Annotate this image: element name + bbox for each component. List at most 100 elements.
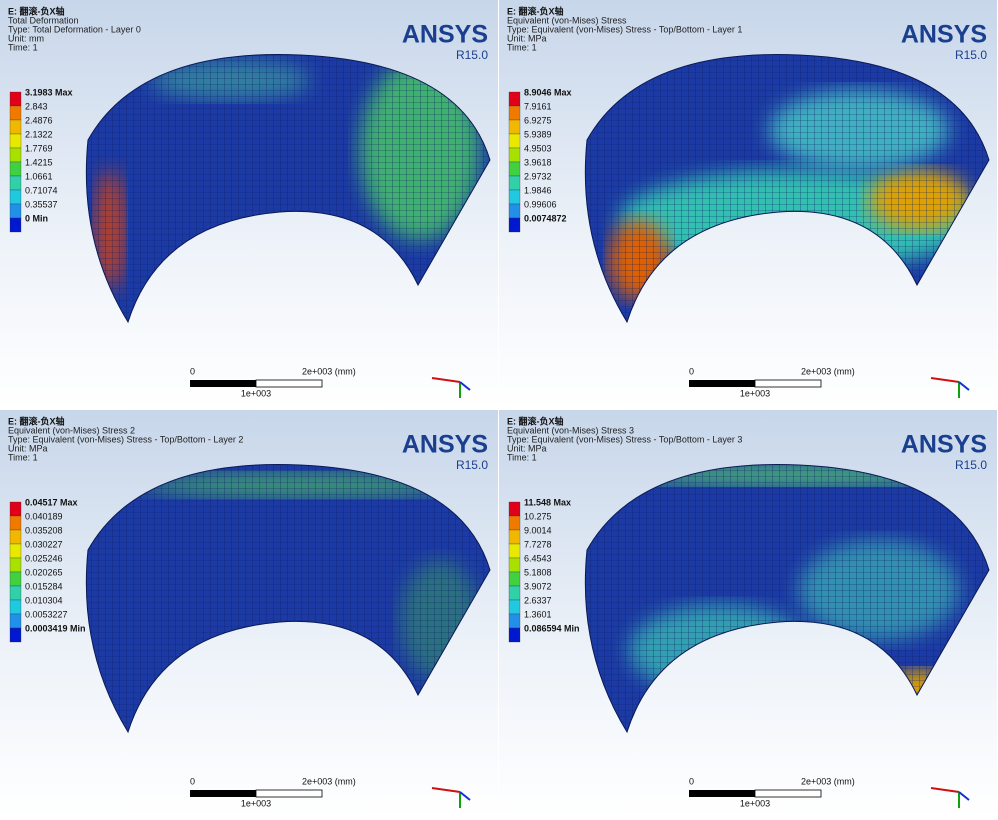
- legend-label: 3.9618: [524, 157, 552, 167]
- scale-bar-light: [755, 790, 821, 797]
- legend-swatch: [509, 204, 520, 218]
- scale-end: 2e+003 (mm): [302, 366, 356, 376]
- scale-start: 0: [689, 776, 694, 786]
- version: R15.0: [955, 48, 987, 62]
- legend-label: 0.35537: [25, 199, 58, 209]
- results-view: E: 翻滚-负X轴Total DeformationType: Total De…: [0, 0, 998, 820]
- scale-start: 0: [190, 366, 195, 376]
- scale-bar-dark: [689, 380, 755, 387]
- legend-label: 2.1322: [25, 129, 53, 139]
- legend-label: 9.0014: [524, 525, 552, 535]
- version: R15.0: [955, 458, 987, 472]
- legend-swatch: [10, 190, 21, 204]
- legend-swatch: [509, 516, 520, 530]
- legend-swatch: [509, 120, 520, 134]
- legend-label: 0.015284: [25, 581, 63, 591]
- legend-label: 2.9732: [524, 171, 552, 181]
- legend-label: 1.9846: [524, 185, 552, 195]
- legend-label: 4.9503: [524, 143, 552, 153]
- legend-label: 2.843: [25, 101, 48, 111]
- legend-swatch: [509, 148, 520, 162]
- legend-label: 7.9161: [524, 101, 552, 111]
- legend-label: 1.4215: [25, 157, 53, 167]
- legend-swatch: [509, 106, 520, 120]
- scale-end: 2e+003 (mm): [801, 776, 855, 786]
- scale-mid: 1e+003: [740, 798, 770, 808]
- legend-label: 0 Min: [25, 213, 48, 223]
- legend-label: 0.035208: [25, 525, 63, 535]
- legend-swatch: [509, 572, 520, 586]
- legend-label: 11.548 Max: [524, 497, 571, 507]
- scale-bar-dark: [689, 790, 755, 797]
- legend-swatch: [509, 558, 520, 572]
- legend-label: 0.71074: [25, 185, 58, 195]
- legend-label: 7.7278: [524, 539, 552, 549]
- legend-swatch: [509, 600, 520, 614]
- scale-start: 0: [689, 366, 694, 376]
- scale-mid: 1e+003: [740, 388, 770, 398]
- scale-bar-light: [256, 380, 322, 387]
- header-line: Time: 1: [507, 452, 537, 462]
- legend-swatch: [10, 586, 21, 600]
- ansys-logo: ANSYS: [402, 21, 488, 49]
- ansys-logo: ANSYS: [901, 21, 987, 49]
- scale-bar-light: [256, 790, 322, 797]
- legend-swatch: [10, 516, 21, 530]
- legend-swatch: [509, 190, 520, 204]
- legend-swatch: [509, 176, 520, 190]
- legend-swatch: [509, 544, 520, 558]
- legend-label: 5.9389: [524, 129, 552, 139]
- legend-swatch: [509, 134, 520, 148]
- header-line: Time: 1: [8, 42, 38, 52]
- legend-swatch: [10, 176, 21, 190]
- version: R15.0: [456, 48, 488, 62]
- legend-swatch: [10, 92, 21, 106]
- scale-mid: 1e+003: [241, 798, 271, 808]
- legend-label: 0.030227: [25, 539, 63, 549]
- legend-swatch: [10, 162, 21, 176]
- scale-bar-light: [755, 380, 821, 387]
- version: R15.0: [456, 458, 488, 472]
- scale-end: 2e+003 (mm): [302, 776, 356, 786]
- header-line: Time: 1: [8, 452, 38, 462]
- legend-swatch: [10, 628, 21, 642]
- legend-swatch: [509, 628, 520, 642]
- page: {"panels": [ {"header": ["E: 翻滚-负X轴", "T…: [0, 0, 998, 820]
- legend-label: 0.010304: [25, 595, 63, 605]
- legend-label: 3.1983 Max: [25, 87, 73, 97]
- legend-swatch: [509, 586, 520, 600]
- legend-label: 0.025246: [25, 553, 63, 563]
- scale-start: 0: [190, 776, 195, 786]
- scale-mid: 1e+003: [241, 388, 271, 398]
- legend-swatch: [10, 544, 21, 558]
- legend-swatch: [10, 502, 21, 516]
- legend-label: 0.04517 Max: [25, 497, 78, 507]
- legend-swatch: [509, 162, 520, 176]
- legend-label: 6.4543: [524, 553, 552, 563]
- scale-end: 2e+003 (mm): [801, 366, 855, 376]
- header-line: Time: 1: [507, 42, 537, 52]
- legend-swatch: [509, 530, 520, 544]
- legend-label: 10.275: [524, 511, 552, 521]
- legend-label: 0.0053227: [25, 609, 68, 619]
- legend-swatch: [10, 600, 21, 614]
- legend-swatch: [10, 106, 21, 120]
- legend-label: 1.3601: [524, 609, 552, 619]
- legend-swatch: [509, 502, 520, 516]
- legend-swatch: [10, 572, 21, 586]
- panel: E: 翻滚-负X轴Equivalent (von-Mises) Stress 2…: [0, 410, 499, 820]
- legend-label: 0.0003419 Min: [25, 623, 86, 633]
- legend-swatch: [509, 218, 520, 232]
- legend-label: 2.4876: [25, 115, 53, 125]
- legend-label: 0.0074872: [524, 213, 567, 223]
- ansys-logo: ANSYS: [402, 431, 488, 459]
- legend-label: 2.6337: [524, 595, 552, 605]
- legend-swatch: [10, 218, 21, 232]
- legend-label: 1.7769: [25, 143, 53, 153]
- scale-bar-dark: [190, 380, 256, 387]
- legend-swatch: [10, 530, 21, 544]
- legend-label: 0.99606: [524, 199, 557, 209]
- panel: E: 翻滚-负X轴Total DeformationType: Total De…: [0, 0, 499, 410]
- legend-swatch: [10, 558, 21, 572]
